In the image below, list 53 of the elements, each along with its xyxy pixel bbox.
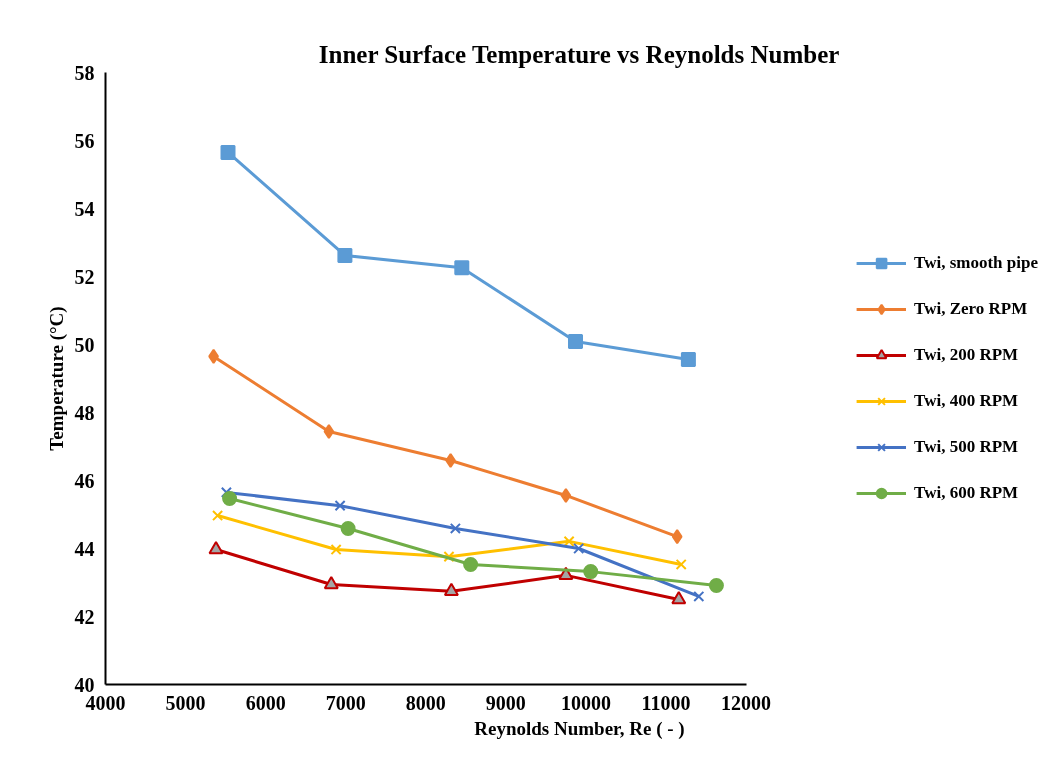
point — [340, 520, 356, 536]
point — [583, 564, 599, 580]
legend-label: Twi, 200 RPM — [914, 344, 1019, 366]
point — [212, 509, 224, 522]
x-tick-label: 7000 — [325, 691, 366, 714]
point — [220, 144, 236, 160]
point — [568, 333, 583, 349]
point — [443, 551, 455, 563]
point — [573, 542, 585, 555]
x-tick-label: 12000 — [721, 691, 772, 714]
x-tick-label: 8000 — [405, 691, 446, 714]
point — [208, 541, 224, 555]
point — [680, 351, 696, 367]
legend-label: Twi, smooth pipe — [914, 252, 1038, 274]
point — [563, 535, 575, 547]
point — [323, 576, 339, 590]
x-tick-label: 9000 — [485, 691, 526, 714]
legend-label: Twi, 600 RPM — [914, 482, 1019, 504]
y-axis-title: Temperature (°C) — [45, 306, 68, 451]
x-tick-label: 11000 — [641, 691, 691, 714]
x-tick-label: 5000 — [165, 691, 206, 714]
point — [708, 578, 724, 594]
y-tick-label: 46 — [74, 469, 95, 492]
legend-label: Twi, 400 RPM — [914, 390, 1019, 412]
point — [330, 543, 342, 556]
y-tick-label: 52 — [74, 265, 95, 288]
point — [463, 556, 479, 572]
point — [222, 491, 238, 507]
point — [693, 590, 705, 603]
y-tick-label: 48 — [74, 401, 95, 424]
point — [323, 424, 335, 440]
point — [671, 529, 683, 545]
point — [449, 522, 461, 535]
legend-label: Twi, Zero RPM — [914, 298, 1028, 320]
point — [337, 247, 353, 263]
point — [671, 590, 687, 605]
y-tick-label: 56 — [74, 129, 95, 152]
y-tick-label: 44 — [74, 537, 95, 560]
point — [560, 487, 572, 503]
x-tick-label: 10000 — [560, 691, 611, 714]
point — [454, 260, 470, 276]
y-tick-label: 42 — [74, 605, 95, 628]
point — [443, 582, 459, 597]
y-tick-label: 54 — [74, 197, 95, 220]
x-tick-label: 6000 — [245, 691, 286, 714]
legend-label: Twi, 500 RPM — [914, 436, 1019, 458]
x-axis-title: Reynolds Number, Re ( - ) — [474, 717, 685, 740]
y-tick-label: 50 — [74, 333, 95, 356]
point — [675, 558, 687, 571]
y-tick-label: 58 — [74, 61, 95, 84]
chart-title: Inner Surface Temperature vs Reynolds Number — [318, 40, 840, 68]
point — [334, 500, 346, 512]
point — [220, 486, 232, 498]
